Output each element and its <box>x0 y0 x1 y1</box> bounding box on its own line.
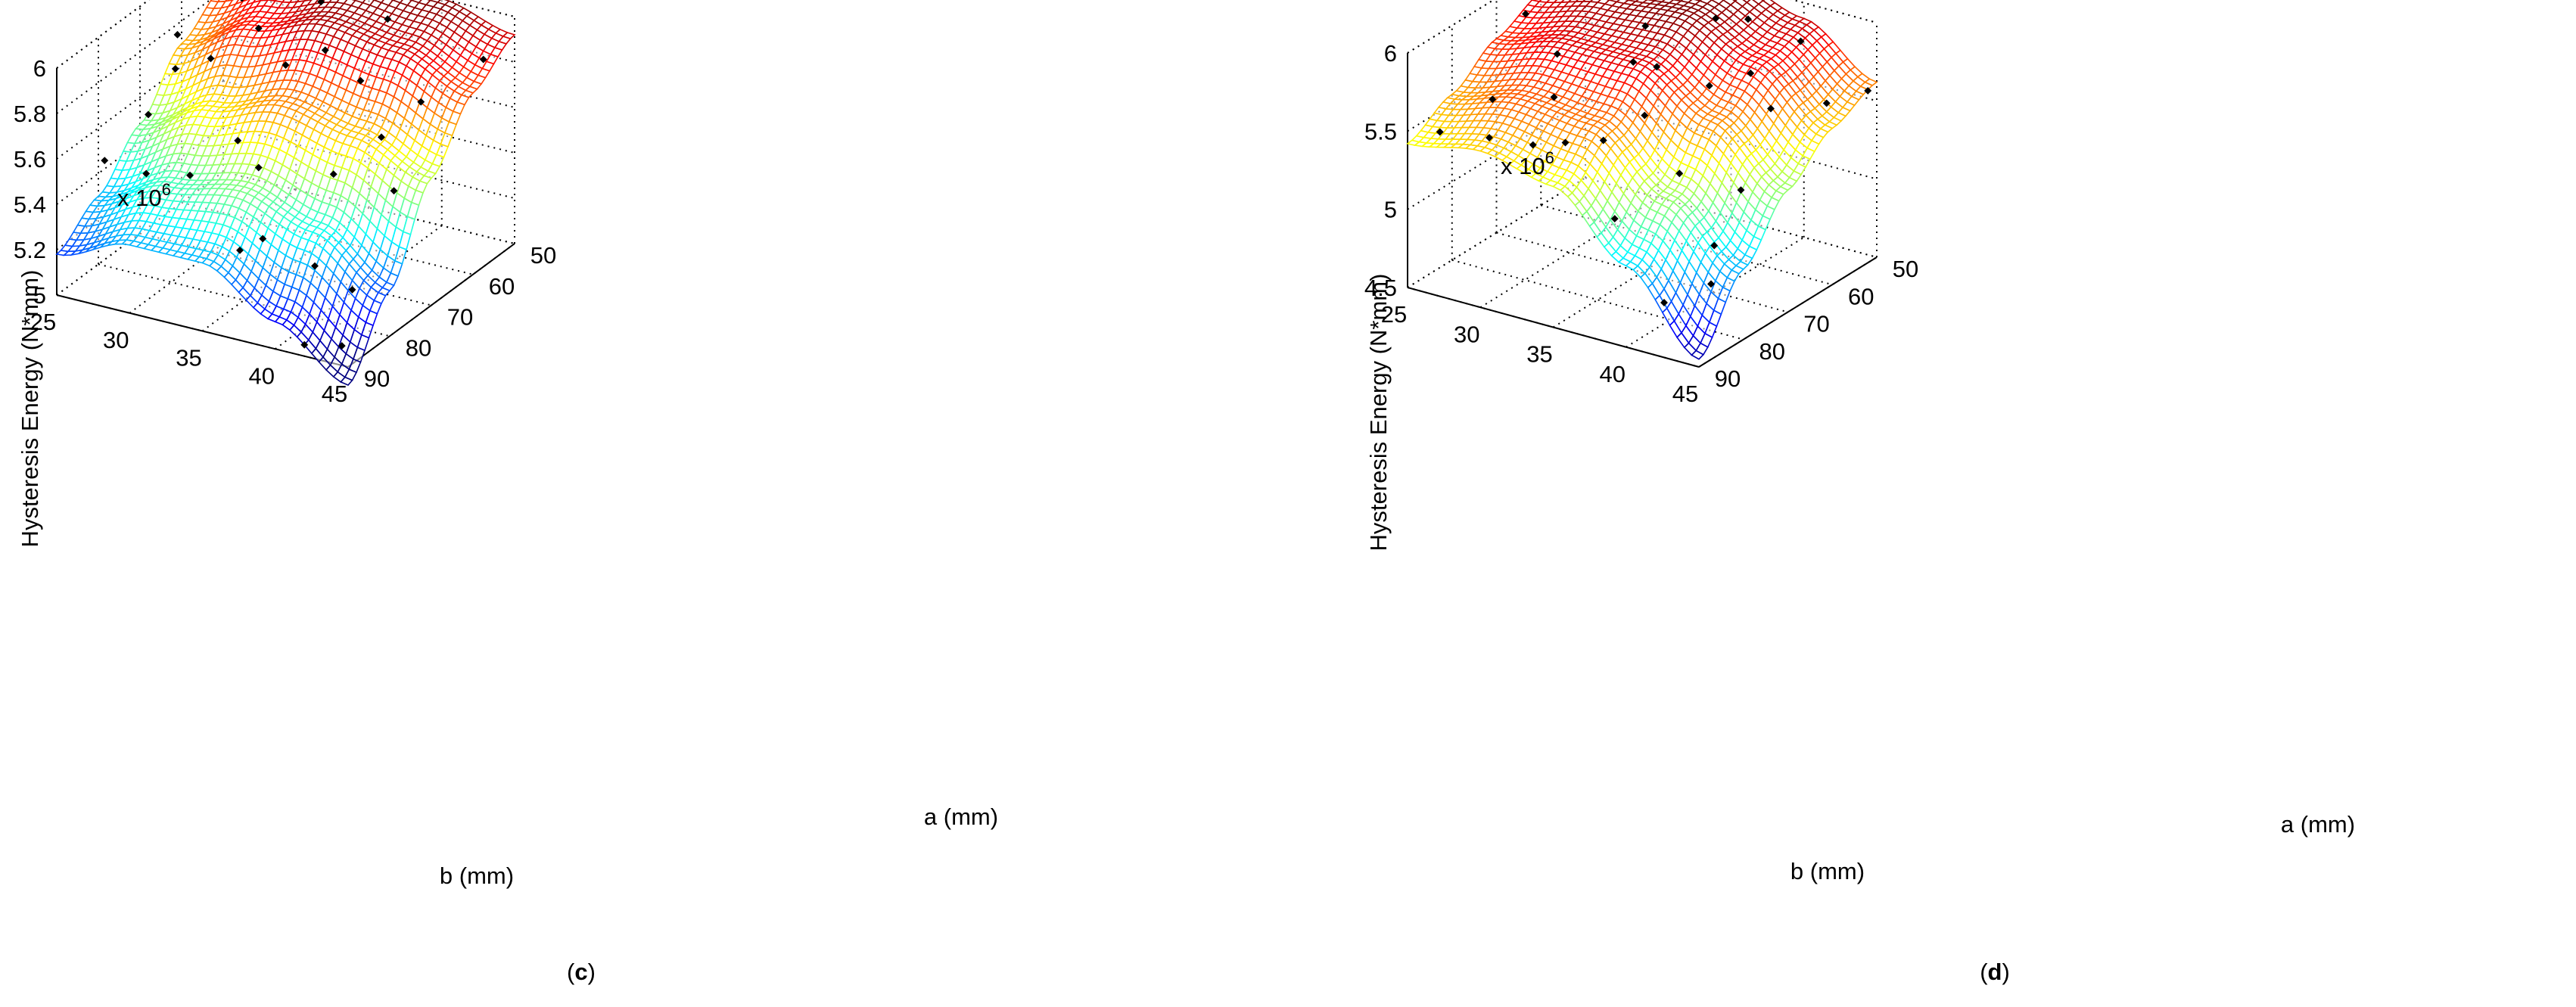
a-tick-label: 80 <box>1759 338 1785 365</box>
sample-point <box>311 262 319 270</box>
sample-point <box>173 30 182 39</box>
a-tick-label: 50 <box>530 242 556 269</box>
b-tick-label: 30 <box>103 327 129 353</box>
z-multiplier-exponent-d: 6 <box>1545 148 1554 167</box>
z-tick-label: 5.5 <box>1364 118 1397 145</box>
caption-letter-c: c <box>574 959 587 985</box>
surface-cell <box>502 32 516 40</box>
sample-point <box>234 136 242 145</box>
panel-caption-c: (c) <box>567 959 596 985</box>
z-tick-label: 5.6 <box>14 146 46 172</box>
sample-point <box>259 235 267 243</box>
tick-labels-c: 5 5.2 5.4 5.6 5.8 6 25 30 35 40 45 50 60 70 80 90 <box>14 55 556 407</box>
b-tick-label: 40 <box>1600 361 1626 387</box>
surface-mesh-c <box>55 0 516 386</box>
b-tick-label: 25 <box>30 309 56 335</box>
b-tick-label: 40 <box>249 362 275 389</box>
z-multiplier-c: x 106 <box>117 180 171 211</box>
a-tick-label: 70 <box>1803 311 1829 337</box>
z-tick-label: 6 <box>1384 40 1397 67</box>
z-tick-label: 5.2 <box>14 237 46 263</box>
sample-point <box>329 170 338 179</box>
b-tick-label: 35 <box>176 345 201 371</box>
surface-cell <box>303 0 313 2</box>
surface-cell <box>241 0 249 3</box>
sample-point <box>186 171 194 179</box>
b-axis-line <box>1407 287 1700 368</box>
a-tick-label: 50 <box>1893 256 1918 282</box>
y-axis-label-c: a (mm) <box>924 803 998 830</box>
sample-point <box>378 133 385 141</box>
sample-point <box>417 98 425 106</box>
a-tick-label: 60 <box>489 273 515 300</box>
sample-point <box>300 340 309 349</box>
a-tick-label: 90 <box>1715 365 1741 392</box>
z-tick-label: 6 <box>33 55 46 82</box>
surface-cell <box>259 0 269 2</box>
caption-letter-d: d <box>1988 959 2002 985</box>
sample-point <box>479 55 487 64</box>
a-tick-label: 70 <box>447 304 473 331</box>
b-tick-label: 45 <box>1672 381 1698 407</box>
sample-points-c <box>101 0 487 350</box>
caption-close-c: ) <box>588 959 596 985</box>
b-tick-label: 35 <box>1526 341 1552 368</box>
z-multiplier-exponent-c: 6 <box>162 180 171 199</box>
z-tick-label: 5 <box>1384 197 1397 223</box>
b-tick-label: 45 <box>322 381 347 407</box>
z-multiplier-base-c: x 10 <box>117 185 162 211</box>
caption-open-c: ( <box>567 959 575 985</box>
sample-point <box>145 110 152 119</box>
sample-point <box>236 246 244 254</box>
surface-mesh-d <box>1406 0 1878 360</box>
sample-point <box>254 163 263 172</box>
b-tick-label: 30 <box>1454 321 1479 347</box>
sample-point <box>348 285 356 294</box>
a-tick-label: 80 <box>406 334 431 361</box>
sample-point <box>171 64 179 73</box>
sample-point <box>142 169 151 178</box>
box-edge <box>56 0 151 69</box>
a-axis-line <box>347 243 515 368</box>
surface-plot-c: 5 5.2 5.4 5.6 5.8 6 25 30 35 40 45 50 60 70 80 90 Hyste… <box>14 0 998 985</box>
z-tick-label: 5.4 <box>14 191 46 218</box>
z-tick-label: 5.8 <box>14 101 46 127</box>
x-axis-label-c: b (mm) <box>440 862 514 889</box>
sample-point <box>338 342 346 350</box>
surface-cell <box>224 0 234 2</box>
b-axis-line <box>56 294 349 368</box>
a-tick-label: 90 <box>364 365 390 392</box>
y-axis-label-d: a (mm) <box>2281 811 2355 838</box>
sample-point <box>101 157 109 165</box>
sample-point <box>390 187 398 195</box>
panel-caption-d: (d) <box>1980 959 2010 985</box>
x-axis-label-d: b (mm) <box>1790 858 1865 884</box>
a-tick-label: 60 <box>1848 283 1874 309</box>
z-multiplier-base-d: x 10 <box>1501 153 1545 179</box>
z-axis-label-c: Hysteresis Energy (N*mm) <box>17 270 43 548</box>
grid-line <box>56 35 224 160</box>
caption-close-d: ) <box>2002 959 2009 985</box>
a-axis-line <box>1698 256 1878 368</box>
axes-box-grid-d <box>1407 0 1878 368</box>
z-tick-label: 5 <box>33 282 46 309</box>
z-axis-label-d: Hysteresis Energy (N*mm) <box>1365 274 1392 552</box>
